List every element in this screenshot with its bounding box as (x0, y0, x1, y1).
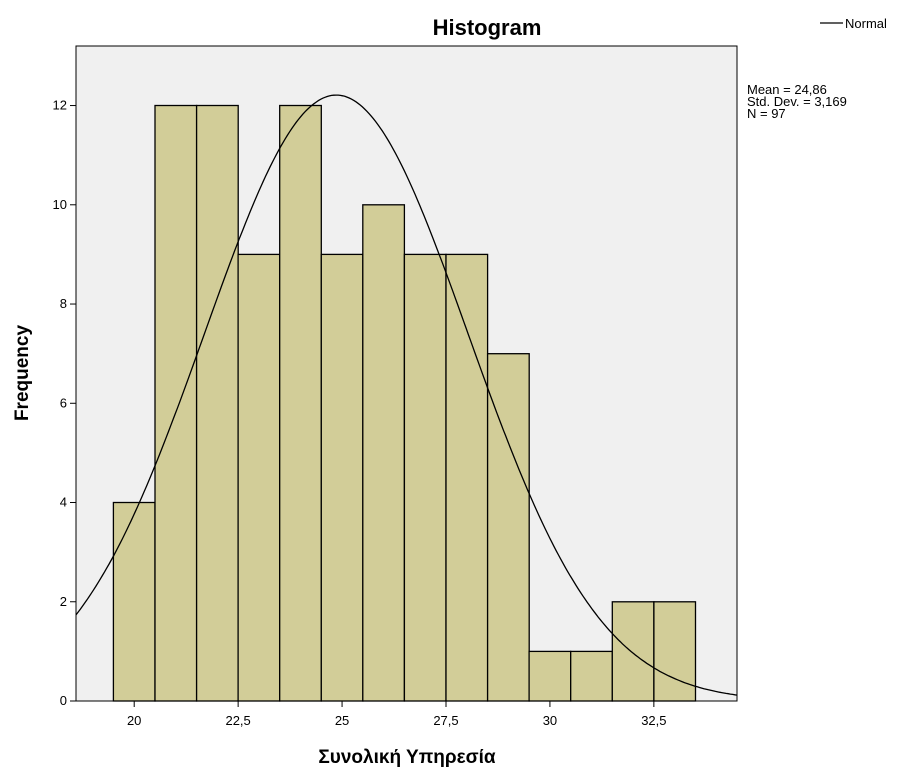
histogram-bar (403, 253, 447, 702)
histogram-bar (237, 253, 281, 702)
y-tick-label: 10 (53, 197, 67, 212)
histogram-bar (195, 104, 239, 702)
y-tick-label: 0 (60, 693, 67, 708)
y-tick-label: 8 (60, 296, 67, 311)
histogram-bar (279, 104, 322, 702)
histogram-bar (611, 601, 655, 702)
histogram-bar (362, 204, 406, 702)
stat-std-dev: Std. Dev. = 3,169 (747, 94, 847, 109)
y-tick-label: 12 (53, 98, 67, 113)
stats-box: Mean = 24,86 Std. Dev. = 3,169 N = 97 (747, 82, 847, 121)
x-tick-label: 25 (335, 713, 349, 728)
stat-mean: Mean = 24,86 (747, 82, 827, 97)
chart-title: Histogram (433, 15, 542, 40)
legend-normal-label: Normal (845, 16, 887, 31)
histogram-bar (486, 353, 530, 702)
x-tick-label: 30 (543, 713, 557, 728)
histogram-bar (112, 501, 156, 702)
y-axis-label: Frequency (12, 325, 33, 422)
y-tick-label: 4 (60, 495, 67, 510)
histogram-bar (653, 601, 697, 702)
stat-n: N = 97 (747, 106, 786, 121)
x-axis-label: Συνολική Υπηρεσία (318, 747, 495, 768)
histogram-bar (320, 253, 364, 702)
x-tick-label: 20 (127, 713, 141, 728)
histogram-bar (570, 650, 613, 702)
x-tick-label: 32,5 (641, 713, 666, 728)
histogram-bar (528, 650, 572, 702)
y-tick-label: 6 (60, 395, 67, 410)
histogram-bar (445, 253, 489, 702)
x-tick-label: 27,5 (433, 713, 458, 728)
histogram-bars (112, 104, 697, 702)
y-tick-label: 2 (60, 594, 67, 609)
normal-curve (75, 94, 738, 696)
histogram-bar (154, 104, 198, 702)
x-axis: 20 22,5 25 27,5 30 32,5 (127, 701, 667, 728)
legend: Normal (820, 16, 887, 31)
y-axis: 0 2 4 6 8 10 12 (53, 98, 76, 708)
x-tick-label: 22,5 (225, 713, 250, 728)
